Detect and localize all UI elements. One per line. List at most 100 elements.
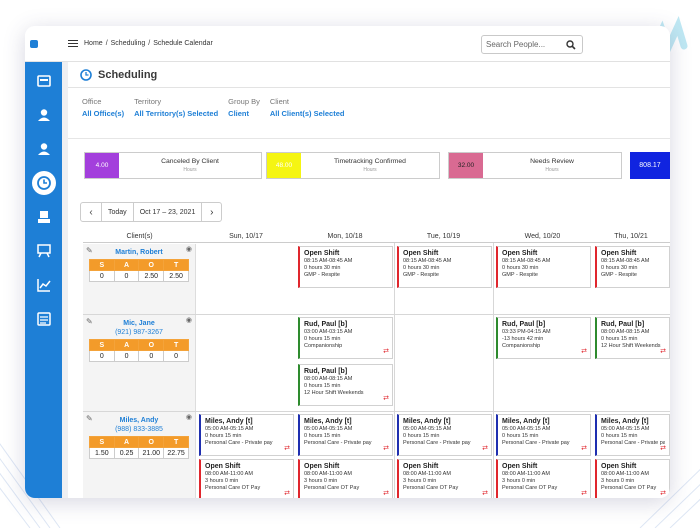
shift-card[interactable]: Rud, Paul [b] 08:00 AM-08:15 AM 0 hours 15… xyxy=(298,364,393,406)
view-eye-icon[interactable]: ◉ xyxy=(185,414,192,421)
clock-icon xyxy=(80,68,92,81)
hours-value: 0.25 xyxy=(113,447,140,459)
prev-week-button[interactable]: ‹ xyxy=(89,206,93,218)
scheduling-clock-icon[interactable] xyxy=(25,168,62,198)
filter-client-value[interactable]: All Client(s) Selected xyxy=(269,109,345,118)
breadcrumb-scheduling[interactable]: Scheduling xyxy=(110,40,146,47)
edit-icon[interactable]: ✎ xyxy=(86,414,93,423)
shift-card[interactable]: Miles, Andy [t] 05:00 AM-05:15 AM 0 hours … xyxy=(496,414,591,456)
breadcrumb: Home / Scheduling / Schedule Calendar xyxy=(84,40,213,47)
reports-board-icon[interactable] xyxy=(25,236,62,266)
hours-value: 2.50 xyxy=(138,270,165,282)
summary-needs-review[interactable]: 32.00 Needs Review Hours xyxy=(448,152,622,179)
next-week-button[interactable]: › xyxy=(201,203,221,221)
shift-service: Personal Care - Private pay xyxy=(502,440,570,446)
today-button[interactable]: Today xyxy=(101,203,133,221)
client-user-icon[interactable] xyxy=(25,100,62,130)
shift-card[interactable]: Rud, Paul [b] 03:33 PM-04:15 AM -13 hours … xyxy=(496,317,591,359)
page-title: Scheduling xyxy=(98,68,158,81)
filter-office-value[interactable]: All Office(s) xyxy=(82,109,125,118)
client-name[interactable]: Martin, Robert xyxy=(115,249,163,256)
summary-timetracking-confirmed[interactable]: 48.00 Timetracking Confirmed Hours xyxy=(266,152,440,179)
edit-icon[interactable]: ✎ xyxy=(86,246,93,255)
filter-group-by-value[interactable]: Client xyxy=(228,109,249,118)
shift-duration: 0 hours 15 min xyxy=(403,433,440,439)
hours-header: A xyxy=(113,436,140,448)
shift-duration: -13 hours 42 min xyxy=(502,336,544,342)
shift-duration: 0 hours 30 min xyxy=(502,265,539,271)
shift-card[interactable]: Open Shift 08:00 AM-11:00 AM 3 hours 0 min… xyxy=(298,459,393,498)
shift-card[interactable]: Rud, Paul [b] 08:00 AM-08:15 AM 0 hours 15… xyxy=(595,317,670,359)
shift-title: Open Shift xyxy=(304,250,340,257)
caregiver-user-icon[interactable] xyxy=(25,134,62,164)
shift-card[interactable]: Open Shift 08:15 AM-08:45 AM 0 hours 30 mi… xyxy=(595,246,670,288)
search-icon[interactable] xyxy=(566,39,576,50)
column-header-wed: Wed, 10/20 xyxy=(493,230,592,243)
shift-duration: 0 hours 15 min xyxy=(601,336,638,342)
edit-icon[interactable]: ✎ xyxy=(86,317,93,326)
repeat-icon: ⇄ xyxy=(284,445,290,452)
grid-divider xyxy=(83,411,670,412)
repeat-icon: ⇄ xyxy=(383,348,389,355)
repeat-icon: ⇄ xyxy=(383,445,389,452)
shift-title: Open Shift xyxy=(304,463,340,470)
shift-card[interactable]: Miles, Andy [t] 05:00 AM-05:15 AM 0 hours … xyxy=(199,414,294,456)
hours-value: 0 xyxy=(138,350,165,362)
column-header-thu: Thu, 10/21 xyxy=(592,230,670,243)
settings-list-icon[interactable] xyxy=(25,304,62,334)
shift-card[interactable]: Open Shift 08:00 AM-11:00 AM 3 hours 0 min… xyxy=(595,459,670,498)
summary-total[interactable]: 808.17 xyxy=(630,152,670,179)
menu-icon[interactable] xyxy=(68,38,78,49)
shift-card[interactable]: Rud, Paul [b] 03:00 AM-03:15 AM 0 hours 15… xyxy=(298,317,393,359)
billing-icon[interactable] xyxy=(25,202,62,232)
shift-service: Personal Care - Private pay xyxy=(304,440,372,446)
shift-duration: 0 hours 15 min xyxy=(304,336,341,342)
hours-value: 0 xyxy=(163,350,189,362)
client-phone: (988) 833-3885 xyxy=(115,426,163,433)
shift-card[interactable]: Open Shift 08:00 AM-11:00 AM 3 hours 0 min… xyxy=(199,459,294,498)
hours-header: T xyxy=(163,436,189,448)
hours-value: 21.00 xyxy=(138,447,165,459)
hours-header: S xyxy=(89,436,115,448)
shift-card[interactable]: Miles, Andy [t] 05:00 AM-05:15 AM 0 hours … xyxy=(298,414,393,456)
filter-label: Group By xyxy=(228,97,260,106)
summary-label: Canceled By Client xyxy=(161,158,219,165)
repeat-icon: ⇄ xyxy=(660,445,666,452)
column-header-sun: Sun, 10/17 xyxy=(196,230,296,243)
shift-title: Open Shift xyxy=(601,250,637,257)
breadcrumb-home[interactable]: Home xyxy=(84,40,103,47)
summary-canceled-by-client[interactable]: 4.00 Canceled By Client Hours xyxy=(84,152,262,179)
shift-card[interactable]: Open Shift 08:00 AM-11:00 AM 3 hours 0 min… xyxy=(397,459,492,498)
shift-card[interactable]: Miles, Andy [t] 05:00 AM-05:15 AM 0 hours … xyxy=(595,414,670,456)
dashboard-icon[interactable] xyxy=(25,66,62,96)
shift-card[interactable]: Miles, Andy [t] 05:00 AM-05:15 AM 0 hours … xyxy=(397,414,492,456)
shift-time: 08:15 AM-08:45 AM xyxy=(403,258,452,264)
shift-title: Open Shift xyxy=(403,250,439,257)
shift-card[interactable]: Open Shift 08:00 AM-11:00 AM 3 hours 0 min… xyxy=(496,459,591,498)
shift-service: 12 Hour Shift Weekends xyxy=(601,343,661,349)
shift-card[interactable]: Open Shift 08:15 AM-08:45 AM 0 hours 30 mi… xyxy=(298,246,393,288)
shift-card[interactable]: Open Shift 08:15 AM-08:45 AM 0 hours 30 mi… xyxy=(397,246,492,288)
filter-territory-value[interactable]: All Territory(s) Selected xyxy=(134,109,219,118)
view-eye-icon[interactable]: ◉ xyxy=(185,246,192,253)
client-name[interactable]: Mic, Jane xyxy=(123,320,155,327)
shift-time: 05:00 AM-05:15 AM xyxy=(403,426,452,432)
view-eye-icon[interactable]: ◉ xyxy=(185,317,192,324)
shift-card[interactable]: Open Shift 08:15 AM-08:45 AM 0 hours 30 mi… xyxy=(496,246,591,288)
shift-service: Personal Care - Private pay xyxy=(205,440,273,446)
shift-duration: 0 hours 15 min xyxy=(304,383,341,389)
repeat-icon: ⇄ xyxy=(482,490,488,497)
repeat-icon: ⇄ xyxy=(581,348,587,355)
column-header-tue: Tue, 10/19 xyxy=(394,230,493,243)
repeat-icon: ⇄ xyxy=(482,445,488,452)
shift-title: Miles, Andy [t] xyxy=(205,418,253,425)
shift-duration: 0 hours 15 min xyxy=(601,433,638,439)
analytics-chart-icon[interactable] xyxy=(25,270,62,300)
search-input[interactable] xyxy=(486,40,560,49)
client-name[interactable]: Miles, Andy xyxy=(119,417,159,424)
hours-header: T xyxy=(163,259,189,271)
date-range-label[interactable]: Oct 17 – 23, 2021 xyxy=(132,203,202,221)
